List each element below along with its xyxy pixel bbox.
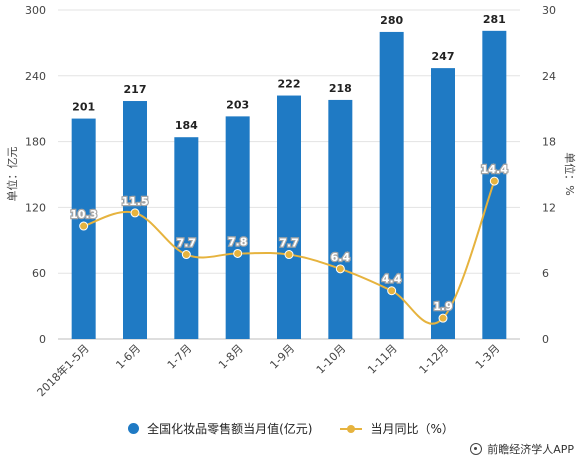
- line-value-label: 4.4: [382, 273, 402, 286]
- bar: [431, 68, 455, 339]
- line-series: [79, 176, 499, 325]
- bar-value-labels: 201 217 184 203 222 218 280 247 281: [72, 13, 506, 132]
- line-value-label: 7.7: [279, 237, 299, 250]
- legend-bar-label: 全国化妆品零售额当月值(亿元): [147, 422, 313, 436]
- x-tick-label: 1-10月: [314, 342, 349, 377]
- line-point: [79, 221, 89, 231]
- y-right-tick-label: 30: [542, 4, 556, 17]
- x-tick-label: 1-6月: [113, 342, 143, 372]
- source-text: 前瞻经济学人APP: [487, 443, 574, 456]
- source-credit: 前瞻经济学人APP: [470, 441, 574, 457]
- x-tick-label: 1-3月: [473, 342, 503, 372]
- x-tick-label: 1-8月: [216, 342, 246, 372]
- y-right-tick-label: 0: [542, 333, 549, 346]
- y-axis-left-title: 单位：亿元: [5, 147, 19, 202]
- bar: [123, 101, 147, 339]
- line-value-label: 7.7: [177, 237, 197, 250]
- legend-bar-swatch: [128, 423, 140, 434]
- line-point: [438, 313, 448, 323]
- line-value-label: 1.9: [433, 300, 453, 313]
- y-left-tick-label: 240: [25, 70, 46, 83]
- legend: 全国化妆品零售额当月值(亿元) 当月同比（%）: [0, 420, 582, 437]
- y-right-tick-label: 6: [542, 267, 549, 280]
- line-value-label: 11.5: [121, 195, 148, 208]
- legend-line-swatch: [340, 424, 363, 433]
- legend-line-label: 当月同比（%）: [370, 422, 454, 436]
- bar: [277, 95, 301, 339]
- line-point: [489, 176, 499, 186]
- bar-value-label: 203: [226, 98, 249, 111]
- y-axis-right-title: 单位：%: [563, 152, 577, 195]
- x-axis: 2018年1-5月 1-6月 1-7月 1-8月 1-9月 1-10月 1-11月 1-12月…: [34, 341, 503, 399]
- bar-value-label: 217: [124, 83, 147, 96]
- bar-value-label: 201: [72, 101, 95, 114]
- line-point: [181, 250, 191, 260]
- bar: [328, 99, 353, 339]
- legend-line-marker: [347, 424, 356, 433]
- bar: [225, 116, 250, 339]
- bar-value-label: 247: [432, 50, 455, 63]
- legend-item-bar: 全国化妆品零售额当月值(亿元): [128, 420, 312, 437]
- bar-value-label: 218: [329, 82, 352, 95]
- line-point: [284, 250, 294, 260]
- x-tick-label: 1-9月: [267, 342, 297, 372]
- y-right-tick-label: 18: [542, 136, 556, 149]
- line-point: [335, 264, 345, 274]
- x-tick-label: 2018年1-5月: [34, 341, 92, 399]
- line-value-labels: 10.3 11.5 7.7 7.8 7.7 6.4 4.4 1.9 14.4: [69, 162, 510, 314]
- y-left-tick-label: 120: [25, 201, 46, 214]
- y-left-tick-label: 300: [25, 4, 46, 17]
- x-tick-label: 1-11月: [365, 342, 400, 377]
- bar-value-label: 281: [483, 13, 506, 26]
- y-right-tick-label: 12: [542, 201, 556, 214]
- x-tick-label: 1-7月: [165, 342, 195, 372]
- source-logo-icon: [470, 443, 483, 455]
- bar: [174, 137, 199, 339]
- y-right-tick-label: 24: [542, 70, 556, 83]
- bar-value-label: 280: [380, 14, 403, 27]
- line-point: [233, 248, 243, 258]
- y-axis-left: 0 60 120 180 240 300: [25, 4, 46, 346]
- line-value-label: 14.4: [481, 163, 508, 176]
- line-value-label: 10.3: [70, 208, 97, 221]
- bar-value-label: 222: [278, 78, 301, 91]
- bar-series: [71, 30, 507, 340]
- line-value-label: 7.8: [228, 235, 248, 248]
- line-point: [130, 208, 140, 218]
- bar-value-label: 184: [175, 119, 198, 132]
- x-tick-label: 1-12月: [416, 342, 451, 377]
- y-left-tick-label: 60: [32, 267, 46, 280]
- legend-item-line: 当月同比（%）: [340, 420, 454, 437]
- line-value-label: 6.4: [331, 251, 351, 264]
- y-axis-right: 0 6 12 18 24 30: [542, 4, 556, 346]
- y-left-tick-label: 0: [39, 333, 46, 346]
- line-point: [387, 286, 397, 296]
- y-left-tick-label: 180: [25, 136, 46, 149]
